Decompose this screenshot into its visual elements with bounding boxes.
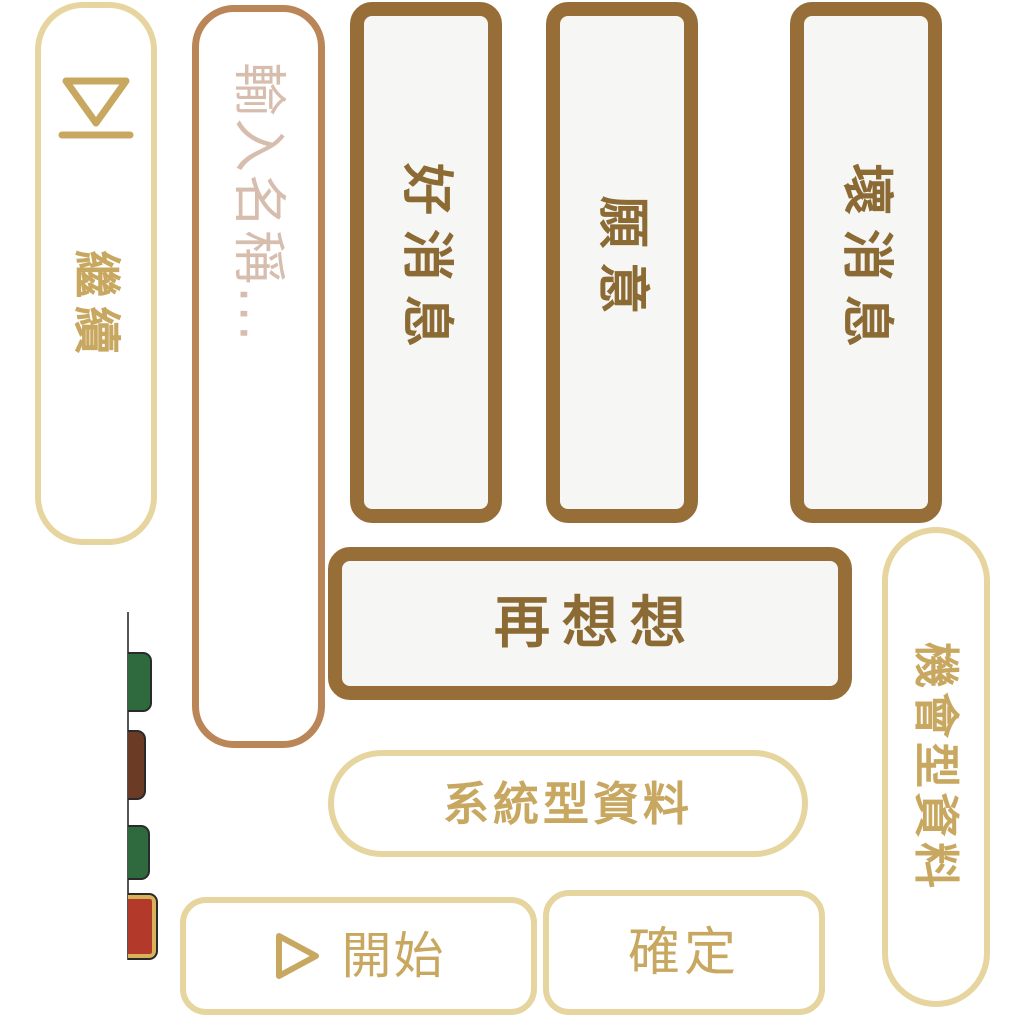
sprite-tile-red-ornate — [128, 893, 158, 960]
name-input[interactable]: 輸入名稱... — [192, 5, 325, 748]
willing-button[interactable]: 願意 — [546, 2, 698, 523]
name-input-placeholder: 輸入名稱... — [227, 62, 291, 344]
confirm-label: 確定 — [627, 922, 740, 983]
sprite-tile-green — [128, 652, 152, 712]
play-icon — [272, 930, 322, 982]
opportunity-data-label: 機會型資料 — [909, 642, 963, 892]
rethink-label: 再想想 — [494, 590, 698, 656]
opportunity-data-button[interactable]: 機會型資料 — [882, 527, 990, 1007]
confirm-button[interactable]: 確定 — [543, 890, 825, 1015]
rethink-button[interactable]: 再想想 — [328, 547, 852, 700]
start-label: 開始 — [341, 927, 446, 985]
system-data-button[interactable]: 系統型資料 — [328, 750, 808, 857]
continue-label: 繼續 — [68, 250, 124, 363]
sprite-tile-green — [128, 825, 150, 880]
good-news-button[interactable]: 好消息 — [350, 2, 502, 523]
sprite-tile-brown — [128, 730, 146, 800]
willing-label: 願意 — [592, 196, 652, 329]
good-news-label: 好消息 — [396, 163, 456, 362]
bad-news-label: 壞消息 — [836, 163, 896, 362]
system-data-label: 系統型資料 — [443, 776, 693, 831]
start-button[interactable]: 開始 — [180, 897, 537, 1015]
bad-news-button[interactable]: 壞消息 — [790, 2, 942, 523]
continue-button[interactable]: 繼續 — [35, 2, 157, 545]
play-to-end-icon — [57, 74, 135, 142]
